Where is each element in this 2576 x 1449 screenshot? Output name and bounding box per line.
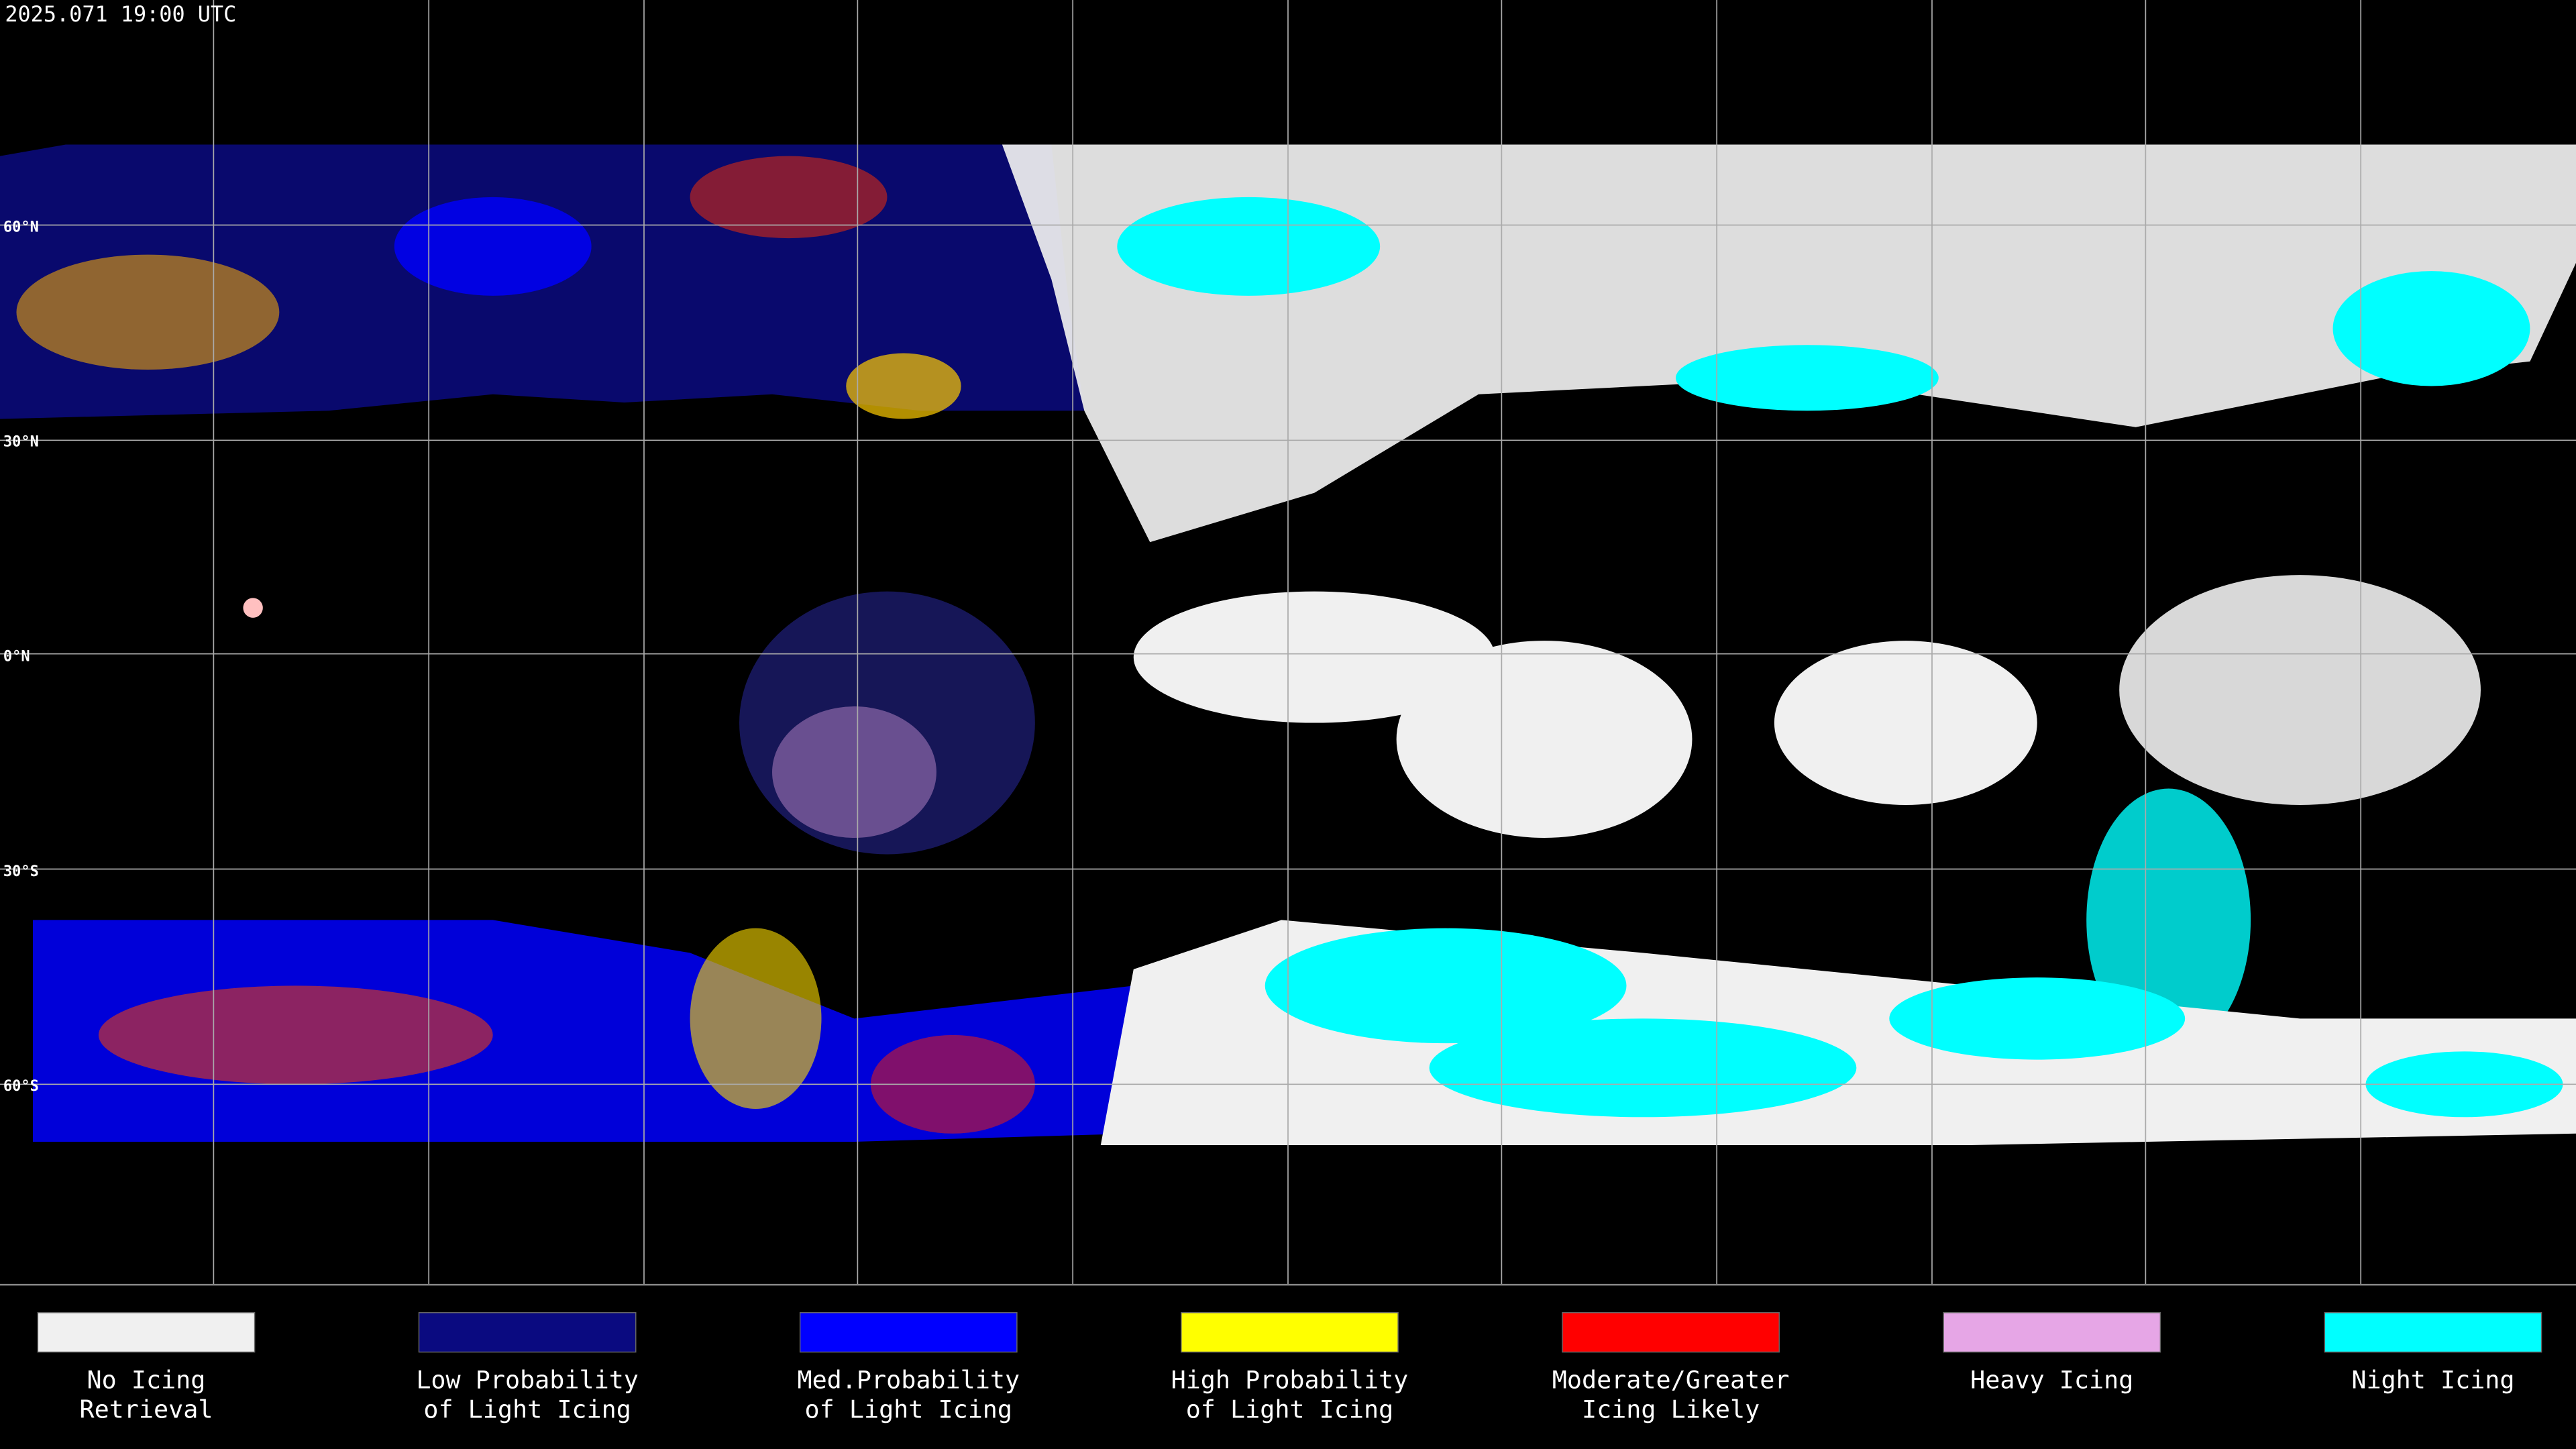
cloud-region — [1002, 144, 2576, 543]
legend-label: No Icing — [87, 1365, 206, 1394]
legend-label: Moderate/Greater — [1552, 1365, 1790, 1394]
cloud-region — [1117, 197, 1381, 296]
cloud-region — [690, 928, 822, 1110]
legend-swatch — [1181, 1312, 1399, 1353]
cloud-region — [2119, 575, 2481, 805]
cloud-region — [243, 598, 263, 618]
legend-label: of Light Icing — [1186, 1395, 1394, 1424]
cloud-region — [2332, 271, 2530, 386]
cloud-region — [739, 591, 1035, 855]
cloud-region — [690, 156, 888, 239]
cloud-region — [772, 706, 936, 838]
cloud-region — [846, 353, 961, 419]
cloud-region — [2086, 788, 2251, 1052]
cloud-region — [1774, 641, 2037, 805]
cloud-region — [1133, 591, 1495, 723]
cloud-region — [1265, 928, 1627, 1044]
legend-label: Night Icing — [2351, 1365, 2514, 1394]
cloud-region — [32, 920, 1134, 1142]
legend-swatch — [799, 1312, 1018, 1353]
legend-swatch — [418, 1312, 637, 1353]
legend-label: Med.Probability — [797, 1365, 1020, 1394]
lat-label: 0°N — [3, 649, 30, 665]
lat-labels: 60°N 30°N 0°N 30°S 60°S — [3, 219, 39, 1095]
legend-swatch — [1943, 1312, 2161, 1353]
lat-label: 30°N — [3, 434, 39, 451]
lat-label: 30°S — [3, 863, 39, 880]
legend-swatch — [2324, 1312, 2542, 1353]
timestamp: 2025.071 19:00 UTC — [5, 1, 236, 27]
cloud-region — [1889, 977, 2186, 1060]
lat-label: 60°N — [3, 219, 39, 235]
cloud-region — [98, 985, 493, 1085]
legend-label: Low Probability — [416, 1365, 639, 1394]
legend-swatch — [37, 1312, 256, 1353]
cloud-region — [1429, 1018, 1857, 1118]
graticule — [0, 0, 2576, 1285]
cloud-region — [394, 197, 592, 296]
legend-label: of Light Icing — [805, 1395, 1012, 1424]
legend-label: of Light Icing — [423, 1395, 631, 1424]
cloud-region — [1675, 345, 1939, 411]
legend-label: Retrieval — [79, 1395, 213, 1424]
legend-label: Heavy Icing — [1970, 1365, 2133, 1394]
imagery — [0, 144, 2576, 1145]
cloud-region — [16, 254, 280, 370]
cloud-region — [1396, 641, 1693, 838]
lat-label: 60°S — [3, 1078, 39, 1095]
legend-swatch — [1562, 1312, 1780, 1353]
legend-label: Icing Likely — [1582, 1395, 1760, 1424]
legend-label: High Probability — [1171, 1365, 1409, 1394]
